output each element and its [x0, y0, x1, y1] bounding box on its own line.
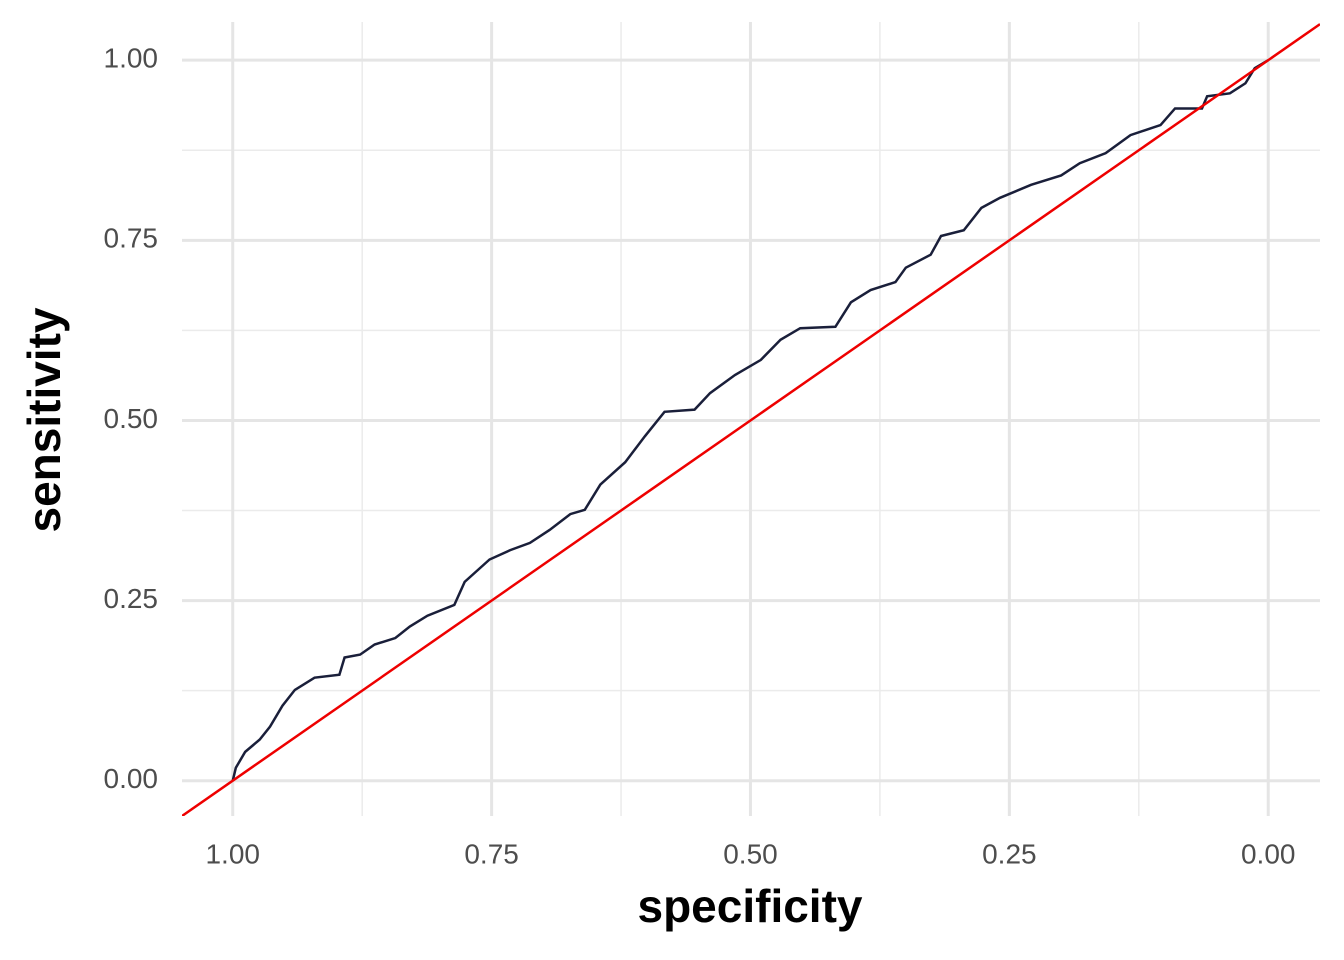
- x-tick-label: 0.00: [1241, 838, 1296, 869]
- y-tick-label: 0.25: [104, 583, 159, 614]
- y-tick-label: 0.00: [104, 763, 159, 794]
- y-tick-label: 0.75: [104, 223, 159, 254]
- y-tick-label: 1.00: [104, 43, 159, 74]
- x-tick-label: 0.50: [723, 838, 778, 869]
- reference-line: [182, 23, 1320, 816]
- y-axis-title: sensitivity: [18, 307, 70, 532]
- x-tick-label: 1.00: [205, 838, 260, 869]
- y-tick-label: 0.50: [104, 403, 159, 434]
- x-tick-label: 0.25: [982, 838, 1037, 869]
- x-tick-label: 0.75: [464, 838, 519, 869]
- x-axis-title: specificity: [638, 880, 863, 932]
- roc-curve: [231, 59, 1269, 781]
